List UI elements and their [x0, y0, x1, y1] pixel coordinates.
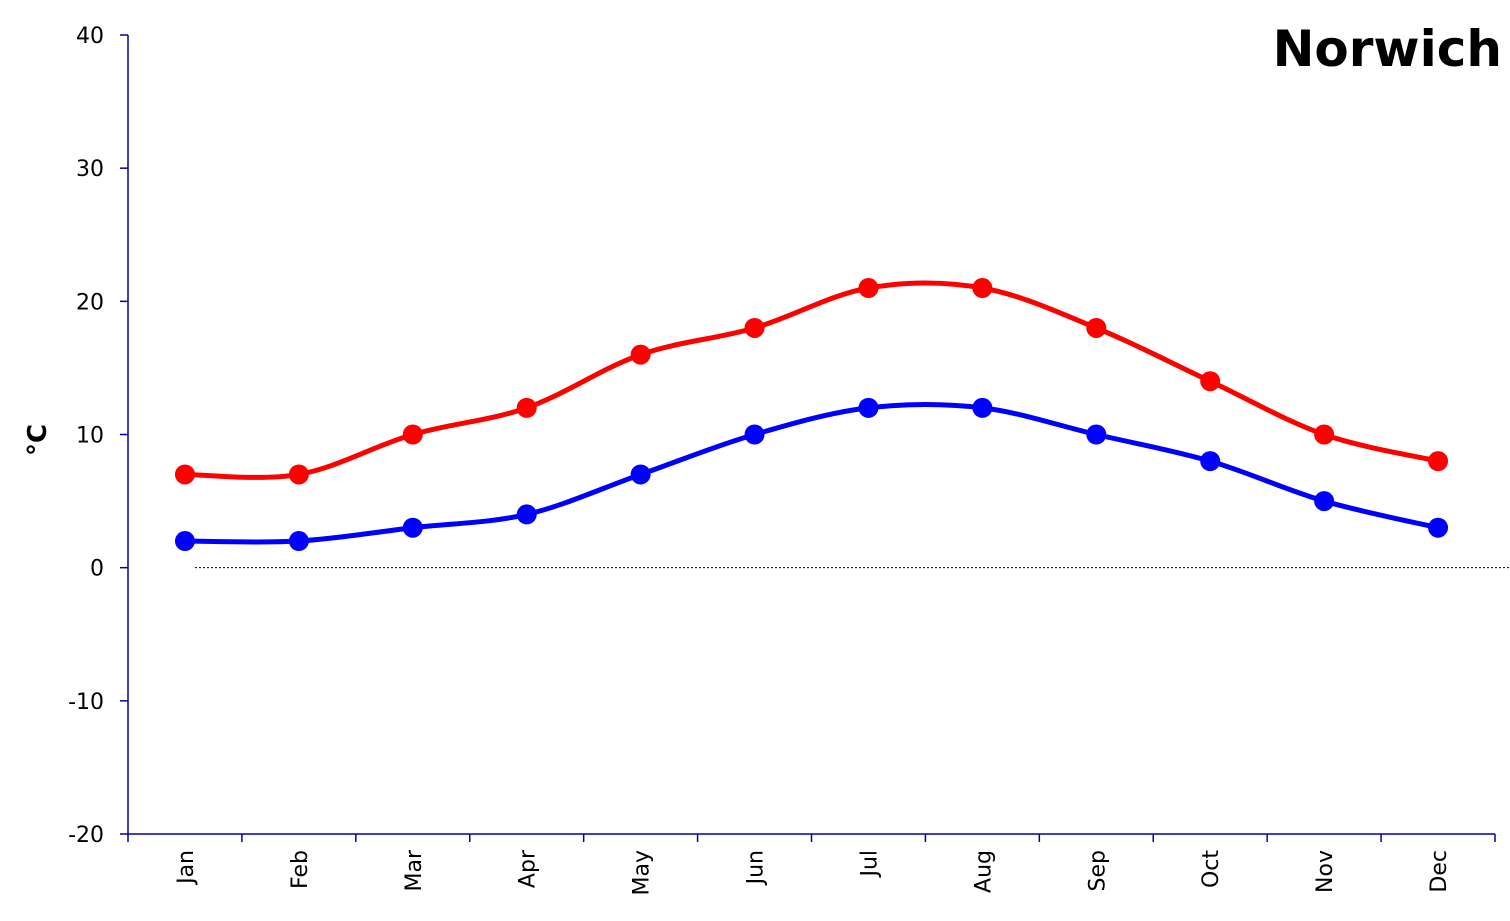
x-tick-label: Mar [402, 849, 427, 891]
series-layer [174, 278, 1449, 552]
x-tick-label: Nov [1313, 850, 1338, 893]
y-tick-label: 40 [76, 24, 104, 49]
data-point [1428, 517, 1449, 538]
data-point [1314, 424, 1335, 445]
data-point [1428, 451, 1449, 472]
data-point [972, 397, 993, 418]
y-axis-label: °C [23, 424, 53, 456]
x-tick-label: Dec [1427, 850, 1452, 893]
axes: -20 -10 0 10 20 30 40 Jan Feb Mar Apr May Jun Jul Aug S… [68, 24, 1510, 895]
data-point [1200, 451, 1221, 472]
data-point [516, 397, 537, 418]
y-tick-label: 20 [76, 290, 104, 315]
data-point [516, 504, 537, 525]
y-tick-label: 30 [76, 157, 104, 182]
x-tick-label: Apr [516, 849, 541, 888]
data-point [1200, 371, 1221, 392]
data-point [972, 278, 993, 299]
x-tick-label: Sep [1085, 850, 1110, 891]
chart-title: Norwich [1273, 20, 1502, 78]
data-point [174, 464, 195, 485]
data-point [174, 531, 195, 552]
data-point [1314, 491, 1335, 512]
x-tick-label: Aug [971, 850, 996, 893]
data-point [288, 464, 309, 485]
x-tick-label: Jan [174, 850, 199, 886]
series-line-2 [184, 402, 1439, 545]
y-tick-label: 0 [90, 557, 104, 582]
data-point [1086, 317, 1107, 338]
x-tick-label: Feb [288, 850, 313, 889]
y-tick-label: -20 [68, 823, 104, 848]
data-point [288, 531, 309, 552]
x-tick-label: Jun [744, 850, 769, 886]
y-tick-label: -10 [68, 690, 104, 715]
data-point [630, 344, 651, 365]
series-line-1 [184, 280, 1439, 480]
x-tick-label: Oct [1199, 850, 1224, 888]
x-tick-label: Jul [857, 850, 882, 879]
data-point [1086, 424, 1107, 445]
data-point [744, 317, 765, 338]
data-point [402, 424, 423, 445]
data-point [630, 464, 651, 485]
data-point [858, 278, 879, 299]
x-tick-label: May [630, 850, 655, 895]
data-point [402, 517, 423, 538]
data-point [858, 397, 879, 418]
data-point [744, 424, 765, 445]
y-tick-label: 10 [76, 424, 104, 449]
